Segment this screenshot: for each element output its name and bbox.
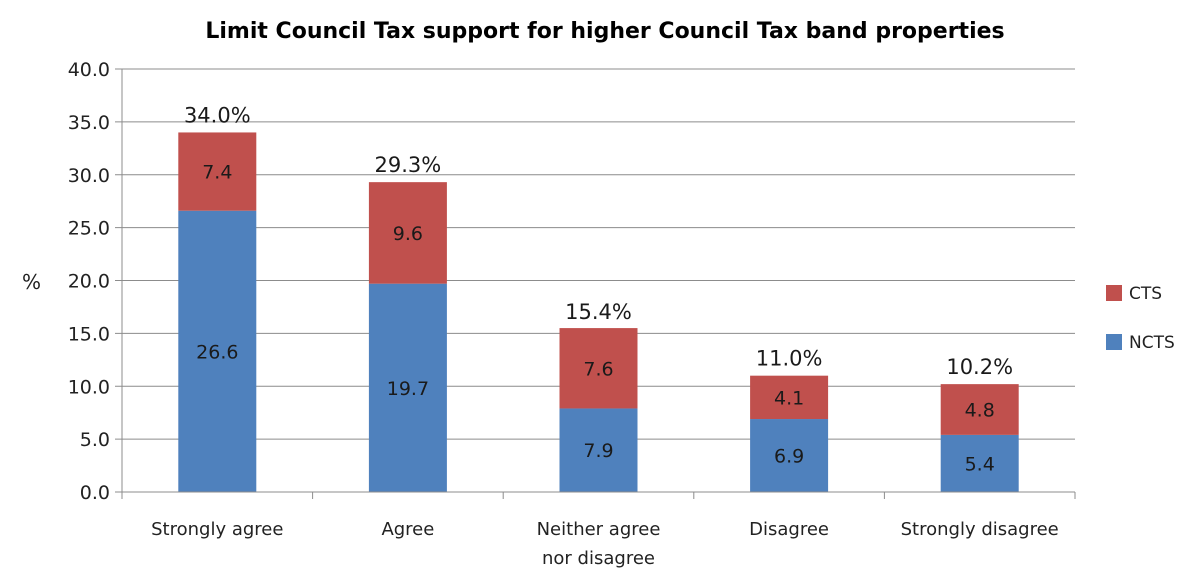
bar-segment-cts [178,132,257,211]
data-label-cts: 4.8 [965,400,995,422]
y-tick-label: 40.0 [68,59,110,81]
total-label: 34.0% [184,103,251,127]
x-category-label: Disagree [749,519,829,540]
y-tick-label: 30.0 [68,165,110,187]
bar-segment-cts [368,182,447,284]
y-tick-label: 15.0 [68,323,110,345]
x-axis-categories: Strongly agree Agree Neither agree nor disa… [151,519,1059,569]
bar-segment-ncts [368,283,447,492]
data-label-ncts: 6.9 [774,446,804,468]
data-label-ncts: 7.9 [583,440,613,462]
chart-title: Limit Council Tax support for higher Cou… [205,19,1004,44]
x-category-label: Neither agree nor disagree [537,519,661,569]
bar-segment-cts [559,328,638,409]
y-tick-label: 0.0 [80,482,110,504]
bar-segment-ncts [750,419,829,492]
x-category-label: Agree [381,519,434,540]
legend-label-cts: CTS [1129,284,1162,304]
bar-segment-ncts [178,210,257,492]
bar-segment-cts [940,384,1019,435]
y-tick-label: 35.0 [68,112,110,134]
data-label-ncts: 5.4 [965,453,995,475]
total-label: 29.3% [375,153,442,177]
axes [121,69,1076,499]
y-tick-label: 20.0 [68,271,110,293]
bars: 26.6 7.4 34.0% 19.7 9.6 29.3% 7.9 7.6 15.4% 6.9 4.… [178,103,1019,492]
y-axis-label: % [22,270,41,294]
total-label: 11.0% [756,347,823,371]
data-label-cts: 7.4 [202,162,232,184]
total-label: 15.4% [565,300,632,324]
data-label-cts: 9.6 [393,223,423,245]
legend: CTS NCTS [1106,284,1175,353]
bar-segment-ncts [940,434,1019,492]
y-tick-label: 5.0 [80,429,110,451]
total-label: 10.2% [946,355,1013,379]
data-label-cts: 7.6 [583,358,613,380]
data-label-ncts: 26.6 [196,341,238,363]
legend-swatch-cts [1106,285,1122,301]
y-tick-label: 10.0 [68,376,110,398]
x-category-label: Strongly agree [151,519,283,540]
y-axis-ticks: 0.0 5.0 10.0 15.0 20.0 25.0 30.0 35.0 40.0 [68,59,122,504]
data-label-cts: 4.1 [774,387,804,409]
data-label-ncts: 19.7 [387,378,429,400]
bar-segment-cts [750,375,829,420]
x-category-label: Strongly disagree [901,519,1059,540]
bar-segment-ncts [559,408,638,492]
legend-label-ncts: NCTS [1129,333,1175,353]
y-tick-label: 25.0 [68,218,110,240]
legend-swatch-ncts [1106,334,1122,350]
